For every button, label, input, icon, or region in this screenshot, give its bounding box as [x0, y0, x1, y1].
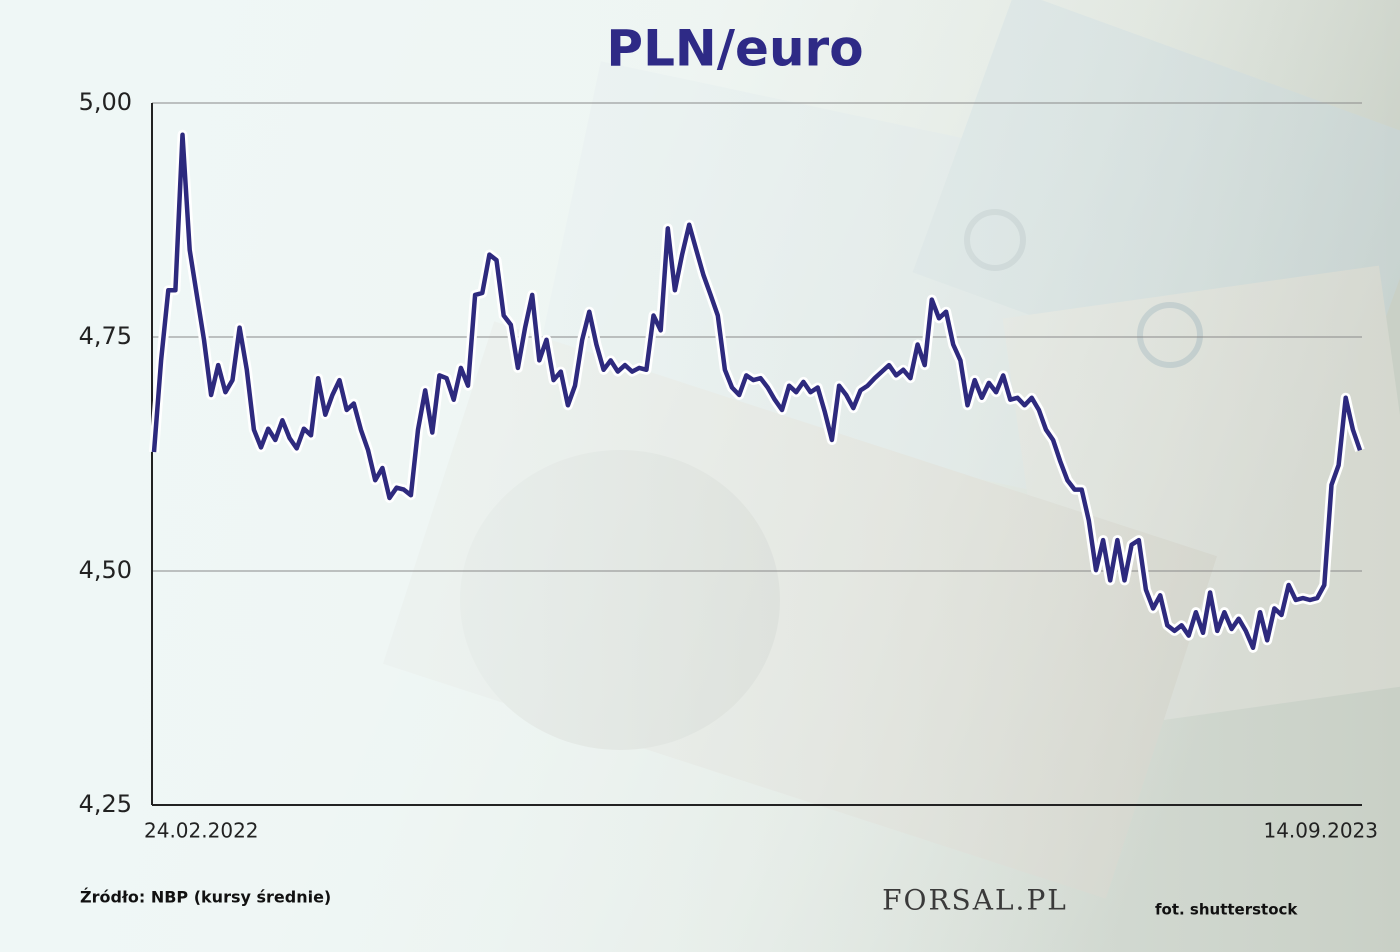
- y-tick-label: 5,00: [79, 88, 132, 116]
- source-note: Źródło: NBP (kursy średnie): [80, 888, 331, 907]
- photo-credit: fot. shutterstock: [1155, 901, 1298, 919]
- y-tick-label: 4,75: [79, 322, 132, 350]
- y-tick-label: 4,25: [79, 790, 132, 818]
- x-tick-label: 14.09.2023: [1263, 819, 1378, 843]
- line: [151, 132, 1363, 651]
- plot-area: 4,25 4,50 4,75 5,00 24.02.2022 14.09.2023: [79, 88, 1378, 843]
- y-tick-label: 4,50: [79, 556, 132, 584]
- x-tick-label: 24.02.2022: [144, 819, 259, 843]
- chart-title: PLN/euro: [606, 20, 863, 78]
- logo: FORSAL.PL: [882, 884, 1068, 917]
